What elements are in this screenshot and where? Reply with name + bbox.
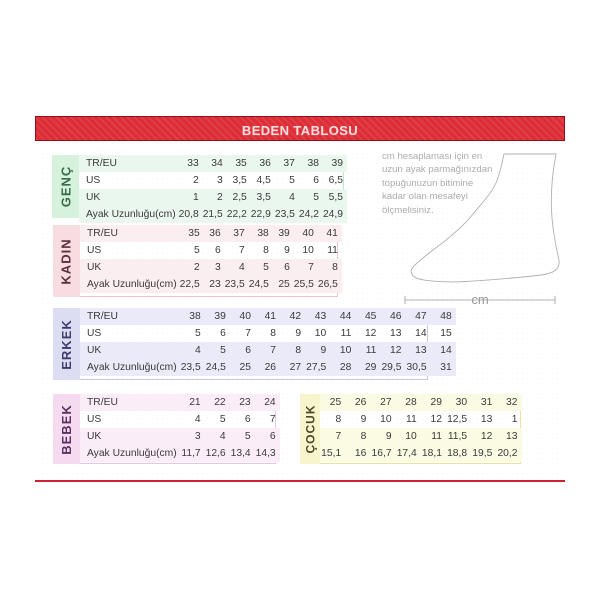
svg-text:cm: cm: [471, 292, 488, 307]
